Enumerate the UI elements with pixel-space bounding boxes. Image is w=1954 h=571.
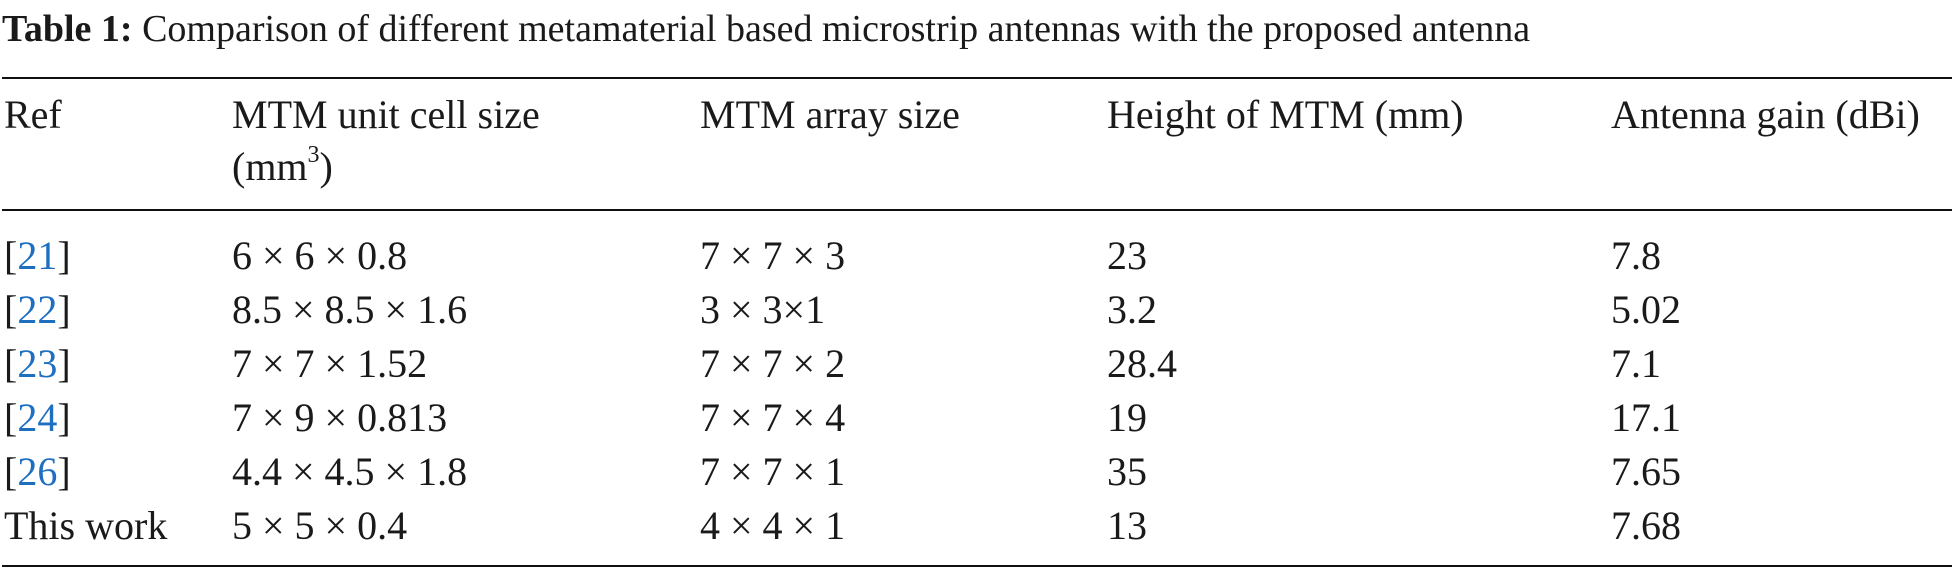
cell-array-size: 7 × 7 × 2: [700, 341, 846, 386]
row-ref[interactable]: [24]: [4, 394, 71, 442]
row-ref[interactable]: [21]: [4, 232, 71, 280]
cell-array-size: 4 × 4 × 1: [700, 503, 846, 548]
ref-bracket-close: ]: [57, 341, 71, 386]
cell-gain: 7.1: [1611, 341, 1661, 386]
table-header-rule: [2, 209, 1952, 211]
ref-bracket-open: [: [4, 287, 18, 332]
cell-height: 3.2: [1107, 287, 1157, 332]
header-unit-cell-size: MTM unit cell size (mm3): [232, 89, 540, 193]
header-unit-cell-size-line1: MTM unit cell size: [232, 92, 540, 137]
table-caption-label: Table 1:: [2, 8, 133, 50]
cell-unit-cell-size: 7 × 7 × 1.52: [232, 341, 428, 386]
cell-height: 19: [1107, 395, 1147, 440]
cell-array-size: 3 × 3×1: [700, 287, 826, 332]
cell-gain: 5.02: [1611, 287, 1681, 332]
cell-unit-cell-size: 8.5 × 8.5 × 1.6: [232, 287, 468, 332]
cell-gain: 7.8: [1611, 233, 1661, 278]
reference-link[interactable]: 22: [17, 287, 58, 332]
table-caption-text: Comparison of different metamaterial bas…: [142, 8, 1531, 50]
cell-unit-cell-size: 4.4 × 4.5 × 1.8: [232, 449, 468, 494]
cell-array-size: 7 × 7 × 4: [700, 395, 846, 440]
reference-link[interactable]: 23: [17, 341, 58, 386]
ref-bracket-open: [: [4, 395, 18, 440]
cell-unit-cell-size: 7 × 9 × 0.813: [232, 395, 448, 440]
ref-bracket-close: ]: [57, 287, 71, 332]
ref-bracket-open: [: [4, 233, 18, 278]
ref-bracket-close: ]: [57, 233, 71, 278]
header-unit-cell-size-line2: (mm: [232, 144, 308, 189]
row-ref[interactable]: [22]: [4, 286, 71, 334]
header-ref: Ref: [4, 92, 62, 137]
cell-height: 13: [1107, 503, 1147, 548]
header-unit-cell-size-close: ): [319, 144, 333, 189]
cell-gain: 7.68: [1611, 503, 1681, 548]
reference-link[interactable]: 21: [17, 233, 58, 278]
table-top-rule: [2, 77, 1952, 79]
cell-unit-cell-size: 5 × 5 × 0.4: [232, 503, 408, 548]
reference-link[interactable]: 26: [17, 449, 58, 494]
header-array-size: MTM array size: [700, 92, 960, 137]
cell-array-size: 7 × 7 × 1: [700, 449, 846, 494]
table-bottom-rule: [2, 565, 1952, 567]
ref-bracket-close: ]: [57, 449, 71, 494]
cell-array-size: 7 × 7 × 3: [700, 233, 846, 278]
reference-link[interactable]: 24: [17, 395, 58, 440]
cell-unit-cell-size: 6 × 6 × 0.8: [232, 233, 408, 278]
row-ref[interactable]: [23]: [4, 340, 71, 388]
row-ref-this-work: This work: [4, 503, 168, 548]
row-ref[interactable]: [26]: [4, 448, 71, 496]
cell-gain: 17.1: [1611, 395, 1681, 440]
ref-bracket-close: ]: [57, 395, 71, 440]
table-caption: Table 1: Comparison of different metamat…: [2, 5, 1530, 53]
header-height: Height of MTM (mm): [1107, 92, 1464, 137]
header-gain: Antenna gain (dBi): [1611, 92, 1920, 137]
header-unit-cell-size-superscript: 3: [307, 142, 320, 168]
cell-height: 28.4: [1107, 341, 1177, 386]
ref-bracket-open: [: [4, 341, 18, 386]
ref-bracket-open: [: [4, 449, 18, 494]
cell-height: 35: [1107, 449, 1147, 494]
cell-height: 23: [1107, 233, 1147, 278]
cell-gain: 7.65: [1611, 449, 1681, 494]
